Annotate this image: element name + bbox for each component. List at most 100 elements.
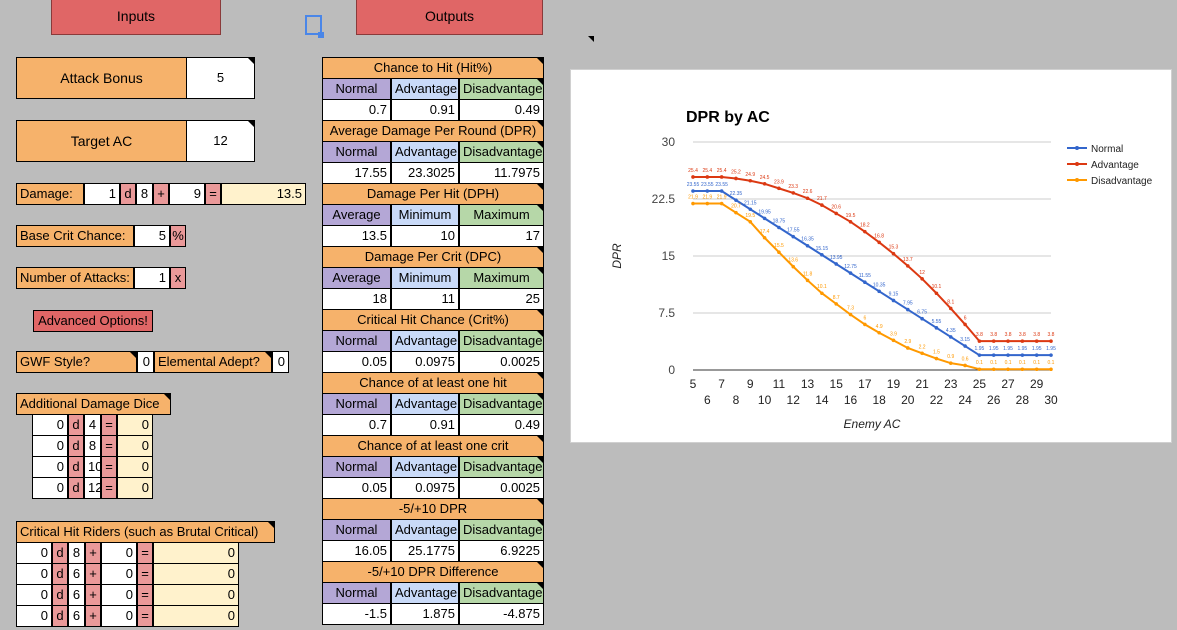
output-value: 0.0975	[391, 477, 459, 499]
x-tick-label: 28	[1016, 393, 1030, 407]
crit-chance-label: Base Crit Chance:	[16, 225, 134, 247]
output-column-header: Normal	[322, 330, 391, 352]
selection-handle-icon[interactable]	[305, 15, 322, 35]
data-point	[834, 302, 838, 306]
outputs-button[interactable]: Outputs	[356, 0, 543, 35]
data-label: 0.9	[947, 354, 954, 360]
output-column-header: Normal	[322, 456, 391, 478]
data-point	[691, 175, 695, 179]
resize-handle-icon[interactable]	[318, 32, 324, 38]
data-label: 3.8	[1048, 332, 1055, 338]
chart-title: DPR by AC	[686, 109, 770, 126]
data-label: 23.55	[701, 182, 714, 188]
rider-dice-count[interactable]: 0	[16, 605, 52, 627]
legend-marker	[1075, 146, 1079, 150]
rider-dice-count[interactable]: 0	[16, 563, 52, 585]
rider-dice-count[interactable]: 0	[16, 542, 52, 564]
additional-dice-count[interactable]: 0	[32, 477, 68, 499]
data-point	[777, 250, 781, 254]
output-value: 0.7	[322, 414, 391, 436]
output-value: 0.91	[391, 414, 459, 436]
additional-dice-equals-label: =	[101, 435, 117, 457]
damage-plus-label: +	[153, 183, 169, 205]
x-tick-label: 13	[801, 377, 815, 391]
additional-dice-count[interactable]: 0	[32, 414, 68, 436]
rider-plus-label: +	[85, 584, 101, 606]
additional-dice-count[interactable]: 0	[32, 456, 68, 478]
data-label: 13.95	[830, 255, 843, 261]
data-label: 25.4	[717, 168, 727, 174]
output-value: 0.05	[322, 351, 391, 373]
data-label: 24.9	[745, 172, 755, 178]
output-value: 16.05	[322, 540, 391, 562]
rider-bonus-input[interactable]: 0	[101, 584, 137, 606]
data-label: 21.9	[717, 195, 727, 201]
additional-dice-count[interactable]: 0	[32, 435, 68, 457]
data-point	[934, 326, 939, 330]
output-section-title: -5/+10 DPR	[322, 498, 544, 520]
rider-plus-label: +	[85, 563, 101, 585]
data-point	[805, 243, 810, 248]
data-point	[877, 289, 881, 294]
rider-bonus-input[interactable]: 0	[101, 605, 137, 627]
rider-die-size[interactable]: 6	[68, 563, 85, 585]
data-label: 12	[919, 270, 925, 276]
data-point	[1034, 367, 1039, 372]
output-column-header: Advantage	[391, 141, 459, 163]
rider-dice-count[interactable]: 0	[16, 584, 52, 606]
rider-equals-label: =	[137, 584, 153, 606]
damage-dice-count[interactable]: 1	[84, 183, 120, 205]
legend-label: Disadvantage	[1091, 176, 1153, 187]
output-column-header: Normal	[322, 78, 391, 100]
damage-die-size[interactable]: 8	[136, 183, 153, 205]
data-label: 3.8	[1019, 332, 1026, 338]
rider-die-size[interactable]: 6	[68, 605, 85, 627]
rider-bonus-input[interactable]: 0	[101, 542, 137, 564]
advanced-options-button[interactable]: Advanced Options!	[33, 310, 153, 332]
additional-dice-size: 8	[84, 435, 101, 457]
dpr-chart[interactable]: DPR by AC 0 7.5 15 22.5 30 5 6 7 8 9 10 11 12 13 14 15 16…	[570, 69, 1172, 443]
rider-die-size[interactable]: 8	[68, 542, 85, 564]
x-tick-label: 17	[858, 377, 872, 391]
x-tick-label: 7	[718, 377, 725, 391]
data-point	[863, 229, 867, 234]
output-column-header: Disadvantage	[459, 330, 544, 352]
data-point	[834, 262, 838, 266]
attacks-input[interactable]: 1	[134, 267, 170, 289]
data-point	[820, 203, 824, 207]
data-point	[1034, 353, 1039, 357]
output-column-header: Disadvantage	[459, 141, 544, 163]
legend-label: Advantage	[1091, 160, 1139, 171]
data-label: 15.5	[774, 243, 784, 249]
attack-bonus-input[interactable]: 5	[186, 57, 255, 99]
gwf-input[interactable]: 0	[137, 351, 154, 373]
data-point	[848, 312, 853, 317]
inputs-button[interactable]: Inputs	[51, 0, 221, 35]
rider-die-size[interactable]: 6	[68, 584, 85, 606]
data-point	[791, 191, 796, 195]
x-tick-label: 6	[704, 393, 711, 407]
data-label: 17.4	[760, 229, 770, 235]
data-label: 25.4	[702, 168, 712, 174]
data-label: 0.1	[976, 360, 983, 366]
rider-bonus-input[interactable]: 0	[101, 563, 137, 585]
data-point	[1006, 353, 1010, 357]
damage-bonus-input[interactable]: 9	[169, 183, 205, 205]
output-column-header: Maximum	[459, 204, 544, 226]
crit-chance-input[interactable]: 5	[134, 225, 170, 247]
x-tick-label: 10	[758, 393, 772, 407]
comment-marker-icon	[588, 36, 594, 42]
target-ac-input[interactable]: 12	[186, 120, 255, 162]
data-point	[748, 178, 753, 183]
data-point	[948, 335, 953, 339]
output-value: 11.7975	[459, 162, 544, 184]
output-value: 0.0975	[391, 351, 459, 373]
data-point	[1034, 339, 1039, 343]
data-label: 10.35	[873, 282, 886, 288]
output-column-header: Normal	[322, 519, 391, 541]
elemental-adept-input[interactable]: 0	[272, 351, 289, 373]
data-label: 4.35	[946, 328, 956, 334]
output-column-header: Advantage	[391, 519, 459, 541]
rider-result: 0	[153, 605, 239, 627]
data-point	[1006, 367, 1010, 372]
